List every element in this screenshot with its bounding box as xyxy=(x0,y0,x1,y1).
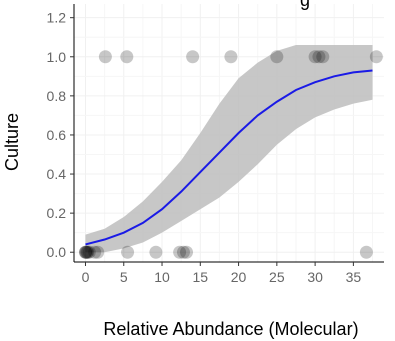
chart-title: g xyxy=(300,0,310,10)
data-point xyxy=(173,245,187,259)
data-point xyxy=(120,50,134,64)
data-point xyxy=(121,245,135,259)
x-tick-label: 20 xyxy=(231,269,247,285)
data-point xyxy=(81,245,95,259)
x-tick-label: 25 xyxy=(269,269,285,285)
y-tick-label: 0.8 xyxy=(47,88,67,104)
y-tick-label: 0.4 xyxy=(47,166,67,182)
x-tick-label: 5 xyxy=(120,269,128,285)
data-point xyxy=(80,245,94,259)
x-tick-label: 10 xyxy=(154,269,170,285)
data-point xyxy=(176,245,190,259)
fit-line xyxy=(85,69,373,246)
y-tick-label: 1.2 xyxy=(47,10,67,26)
confidence-band xyxy=(85,45,373,253)
data-point xyxy=(186,50,200,64)
data-point xyxy=(270,50,284,64)
confidence-band-group xyxy=(85,45,373,253)
x-tick-label: 0 xyxy=(82,269,90,285)
y-tick-label: 1.0 xyxy=(47,49,67,65)
data-point xyxy=(82,245,96,259)
data-point xyxy=(369,50,383,64)
data-point xyxy=(316,50,330,64)
data-point xyxy=(359,245,373,259)
axes-group: 0.0 0.2 0.4 0.6 0.8 1.0 1.2 0 5 10 15 20 25 30 35 xyxy=(47,4,384,285)
data-point xyxy=(180,245,194,259)
y-tick-label: 0.2 xyxy=(47,205,67,221)
data-point xyxy=(78,245,92,259)
data-point xyxy=(79,245,93,259)
data-point xyxy=(149,245,163,259)
data-point xyxy=(98,50,112,64)
x-tick-label: 35 xyxy=(346,269,362,285)
data-point xyxy=(88,245,102,259)
data-point xyxy=(224,50,238,64)
data-point xyxy=(312,50,326,64)
x-tick-label: 15 xyxy=(193,269,209,285)
x-axis-label: Relative Abundance (Molecular) xyxy=(103,319,358,339)
fit-line-group xyxy=(85,69,373,246)
y-tick-label: 0.6 xyxy=(47,127,67,143)
y-axis-label: Culture xyxy=(2,113,22,171)
data-point xyxy=(308,50,322,64)
data-point xyxy=(91,245,105,259)
data-points-group xyxy=(78,50,383,259)
x-tick-label: 30 xyxy=(307,269,323,285)
y-tick-label: 0.0 xyxy=(47,244,67,260)
data-point xyxy=(78,245,92,259)
